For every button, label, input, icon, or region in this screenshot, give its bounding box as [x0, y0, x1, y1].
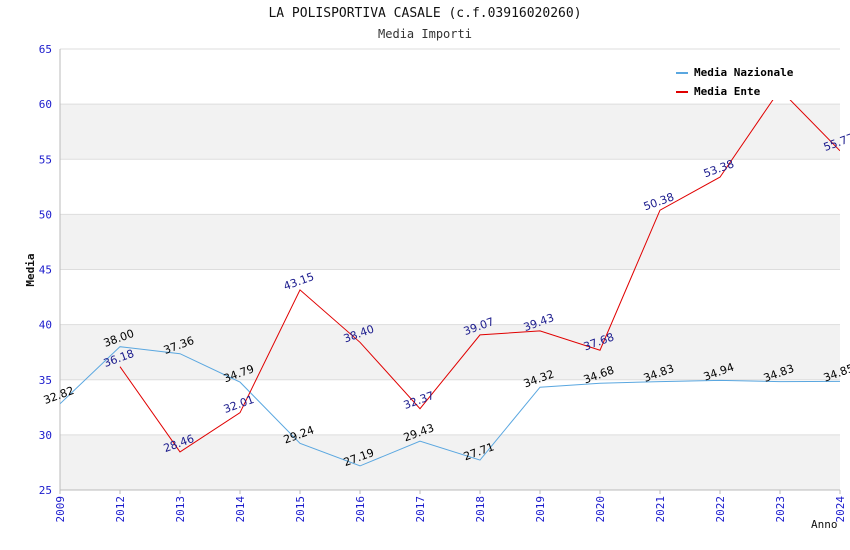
x-tick-label: 2024 [834, 496, 847, 523]
x-axis-label: Anno [811, 518, 838, 531]
x-tick-label: 2017 [414, 496, 427, 523]
series-line-media-ente [119, 88, 840, 453]
y-tick-label: 65 [39, 43, 52, 56]
y-tick-label: 35 [39, 374, 52, 387]
plot-band [60, 324, 840, 380]
x-tick-label: 2015 [294, 496, 307, 523]
legend-entry: Media Ente [694, 85, 761, 98]
y-tick-label: 25 [39, 484, 52, 497]
plot-band [60, 159, 840, 215]
y-tick-label: 45 [39, 264, 52, 277]
plot-band [60, 214, 840, 270]
x-tick-label: 2018 [474, 496, 487, 523]
x-tick-label: 2009 [54, 496, 67, 523]
x-tick-label: 2012 [114, 496, 127, 523]
legend-box [670, 60, 808, 100]
plot-band [60, 269, 840, 325]
x-tick-label: 2021 [654, 496, 667, 523]
y-tick-label: 40 [39, 319, 52, 332]
y-tick-label: 50 [39, 208, 52, 221]
x-tick-label: 2020 [594, 496, 607, 523]
chart-title: LA POLISPORTIVA CASALE (c.f.03916020260) [268, 6, 582, 21]
chart-subtitle: Media Importi [378, 27, 472, 41]
x-tick-label: 2016 [354, 496, 367, 523]
plot-band [60, 104, 840, 160]
x-tick-label: 2022 [714, 496, 727, 523]
x-tick-label: 2019 [534, 496, 547, 523]
y-axis-label: Media [24, 253, 37, 286]
legend: Media Nazionale Media Ente [670, 60, 808, 100]
legend-entry: Media Nazionale [694, 66, 794, 79]
plot-band [60, 434, 840, 490]
x-tick-label: 2013 [174, 496, 187, 523]
y-tick-label: 60 [39, 98, 52, 111]
y-tick-label: 30 [39, 429, 52, 442]
y-tick-label: 55 [39, 153, 52, 166]
x-tick-label: 2014 [234, 496, 247, 523]
series-line-media-nazionale [60, 346, 840, 467]
x-tick-label: 2023 [774, 496, 787, 523]
plot-band [60, 379, 840, 435]
